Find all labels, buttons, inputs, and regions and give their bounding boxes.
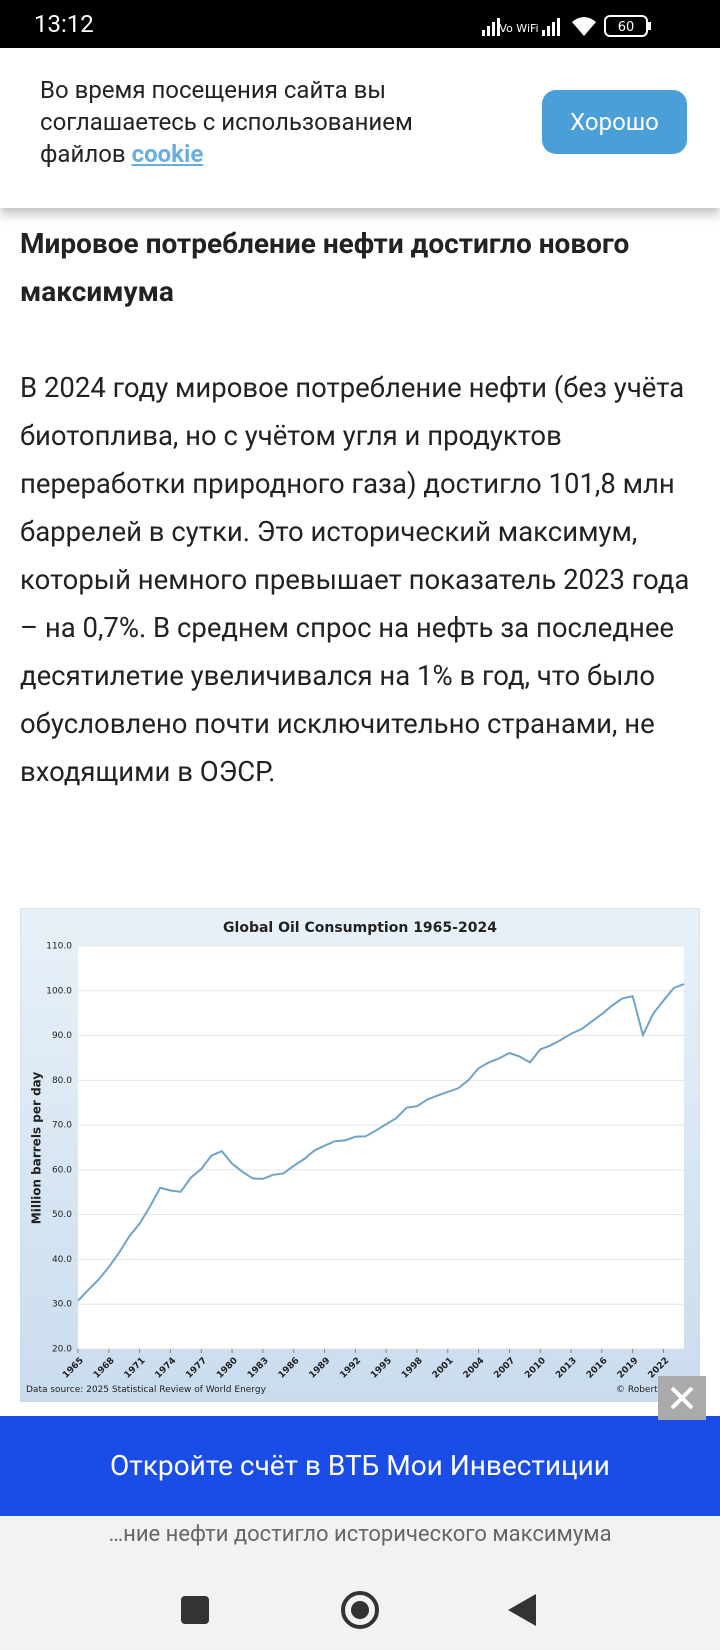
navigation-bar xyxy=(181,1591,536,1629)
y-axis-label: Million barrels per day xyxy=(30,1072,44,1225)
cookie-message: Во время посещения сайта вы соглашаетесь… xyxy=(40,76,413,168)
network-label: Vo WiFi xyxy=(499,22,538,35)
page-caption: …ние нефти достигло исторического максим… xyxy=(108,1522,612,1547)
chart-title: Global Oil Consumption 1965-2024 xyxy=(223,920,497,936)
clock: 13:12 xyxy=(34,10,94,38)
y-tick-label: 60.0 xyxy=(52,1165,72,1175)
bottom-bar xyxy=(0,1516,720,1650)
y-tick-label: 80.0 xyxy=(52,1076,72,1086)
accept-button[interactable]: Хорошо xyxy=(542,90,687,154)
ad-banner[interactable]: Откройте счёт в ВТБ Мои Инвестиции xyxy=(0,1416,720,1516)
cookie-banner: Во время посещения сайта вы соглашаетесь… xyxy=(0,48,720,208)
article-heading: Мировое потребление нефти достигло новог… xyxy=(20,227,630,308)
article-paragraph: В 2024 году мировое потребление нефти (б… xyxy=(20,371,690,788)
y-tick-label: 40.0 xyxy=(52,1255,72,1265)
home-button[interactable] xyxy=(341,1591,379,1629)
y-tick-label: 110.0 xyxy=(46,942,72,952)
back-button[interactable] xyxy=(508,1594,536,1626)
y-tick-label: 70.0 xyxy=(52,1121,72,1131)
source-note: Data source: 2025 Statistical Review of … xyxy=(26,1385,267,1395)
close-icon xyxy=(670,1386,694,1410)
y-tick-label: 50.0 xyxy=(52,1210,72,1220)
cookie-link[interactable]: cookie xyxy=(131,140,204,168)
y-tick-label: 30.0 xyxy=(52,1300,72,1310)
status-bar: 13:12 Vo WiFi 60 xyxy=(0,0,720,48)
credit-note: © Robert Rap xyxy=(616,1385,678,1395)
data-line xyxy=(77,983,685,1302)
battery-level: 60 xyxy=(618,20,635,35)
y-tick-label: 90.0 xyxy=(52,1031,72,1041)
y-tick-label: 100.0 xyxy=(46,986,72,996)
close-ad-button[interactable] xyxy=(658,1376,706,1420)
plot-area xyxy=(78,946,684,1349)
cookie-text: Во время посещения сайта вы соглашаетесь… xyxy=(40,74,480,170)
y-tick-label: 20.0 xyxy=(52,1345,72,1355)
status-icons: Vo WiFi 60 xyxy=(482,15,651,37)
recent-apps-button[interactable] xyxy=(181,1596,209,1624)
chart: Global Oil Consumption 1965-2024 Million… xyxy=(20,908,700,1402)
